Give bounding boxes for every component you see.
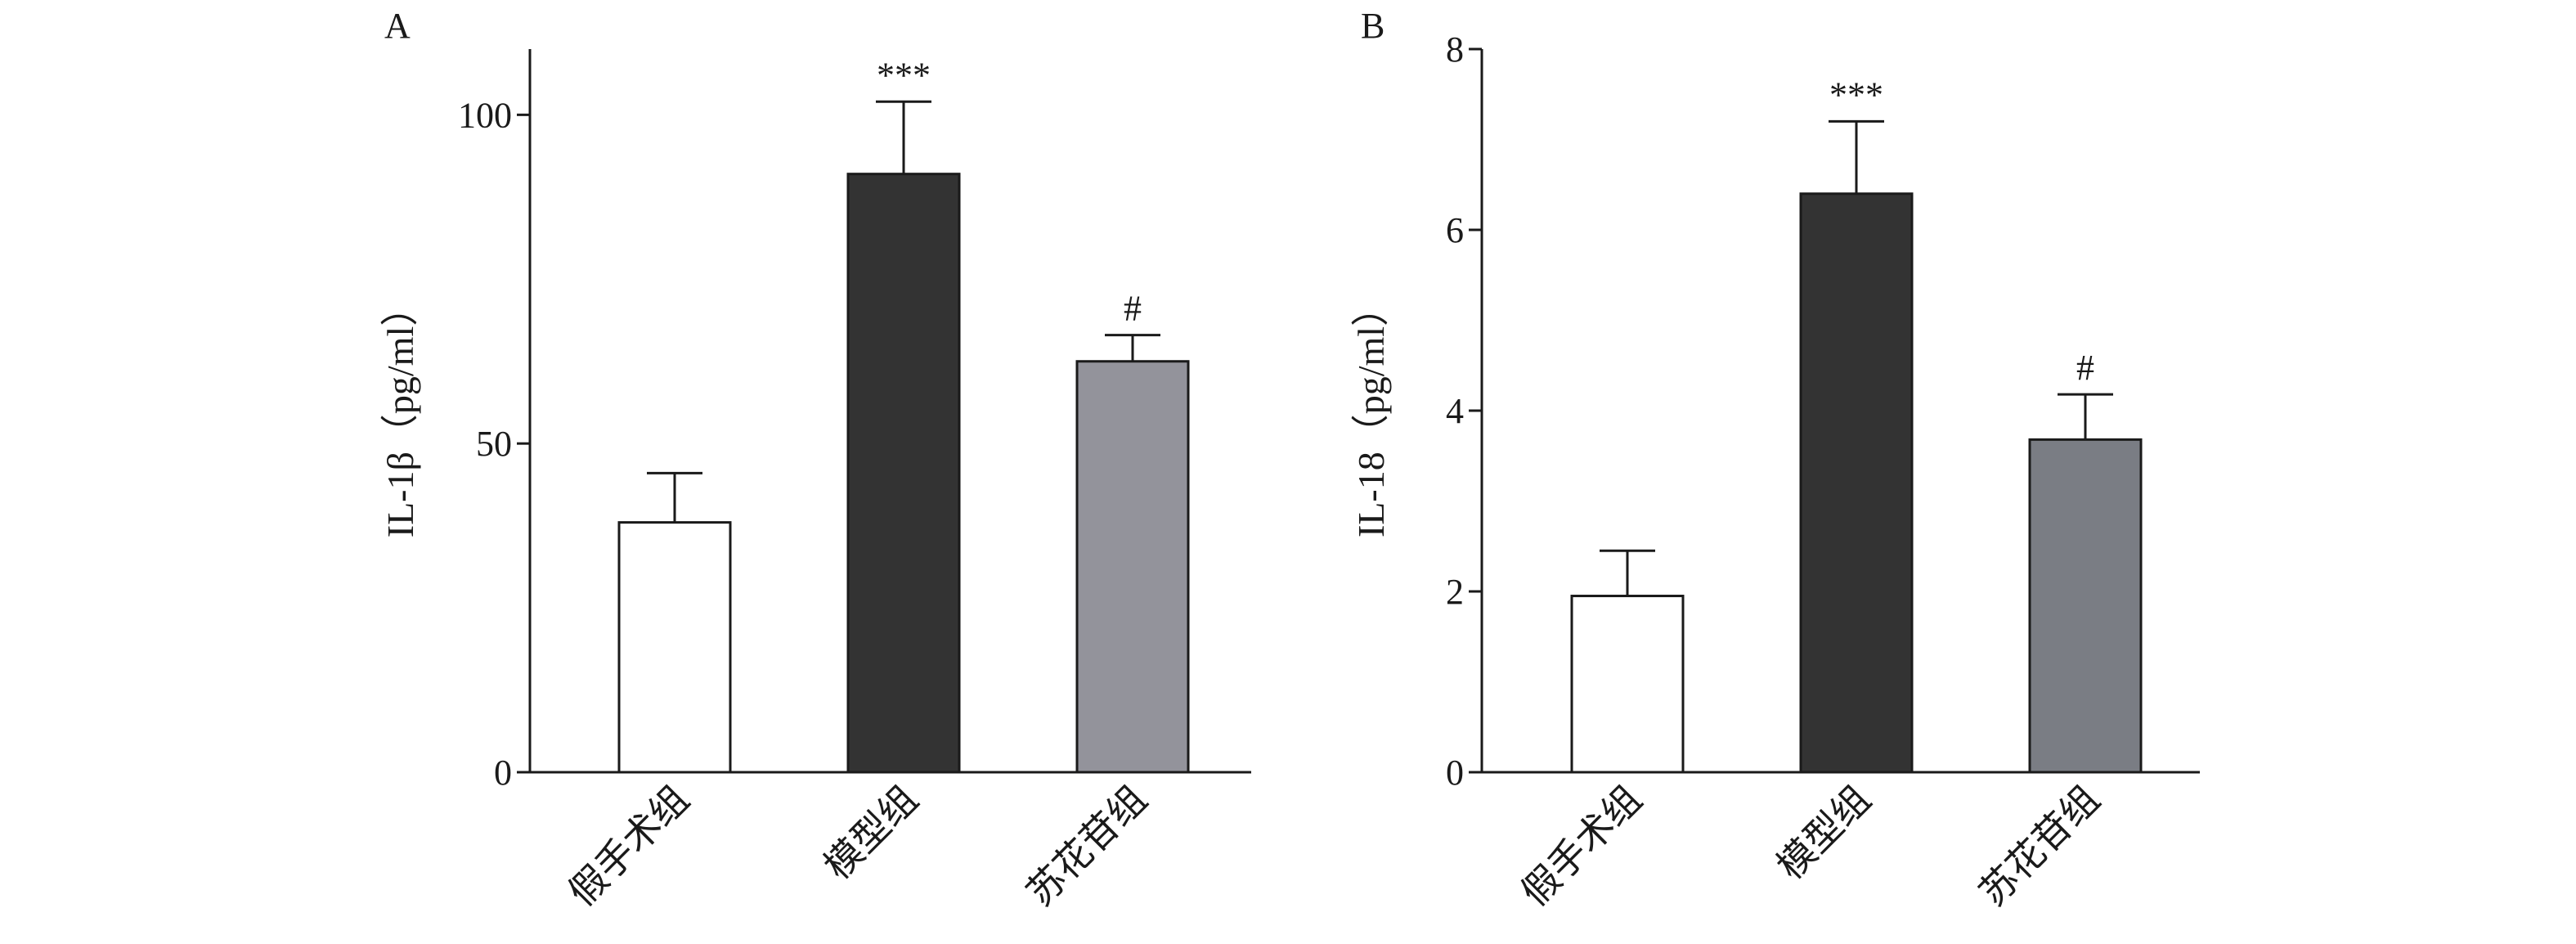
y-tick-label-3: 4 <box>1446 391 1464 431</box>
category-label-3: 苏花苷组 <box>1019 778 1155 914</box>
y-tick-label-1: 0 <box>1446 753 1464 793</box>
category-label-2: 模型组 <box>1769 778 1878 888</box>
bar-3 <box>2028 438 2143 774</box>
bar-2 <box>1799 192 1914 774</box>
bar-1 <box>617 521 732 774</box>
significance-label-2: *** <box>877 55 931 95</box>
y-tick-label-3: 100 <box>458 95 512 135</box>
y-tick-label-5: 8 <box>1446 29 1464 70</box>
y-tick-label-4: 6 <box>1446 210 1464 250</box>
y-axis-title-b: IL-18（pg/ml） <box>1350 289 1392 537</box>
significance-label-2: *** <box>1829 74 1883 115</box>
bar-2 <box>846 173 961 774</box>
category-label-1: 假手术组 <box>561 778 697 914</box>
bar-1 <box>1570 595 1685 774</box>
panel-b: B IL-18（pg/ml） 假手术组 *** 模型组 # 苏花苷组 0 2 4 6 8 <box>1350 6 2200 914</box>
category-label-1: 假手术组 <box>1514 778 1649 914</box>
bar-3 <box>1075 360 1190 774</box>
panel-a: A IL-1β（pg/ml） 假手术组 *** 模型组 # 苏花苷组 0 50 100 <box>379 6 1251 914</box>
category-label-2: 模型组 <box>816 778 926 888</box>
significance-label-3: # <box>1124 289 1142 329</box>
y-tick-label-2: 2 <box>1446 572 1464 612</box>
significance-label-3: # <box>2076 348 2094 388</box>
category-label-3: 苏花苷组 <box>1972 778 2107 914</box>
y-tick-label-1: 0 <box>494 753 512 793</box>
panel-letter-a: A <box>384 6 411 46</box>
y-axis-title-a: IL-1β（pg/ml） <box>379 289 421 537</box>
y-tick-label-2: 50 <box>476 424 512 464</box>
panel-letter-b: B <box>1361 6 1384 46</box>
